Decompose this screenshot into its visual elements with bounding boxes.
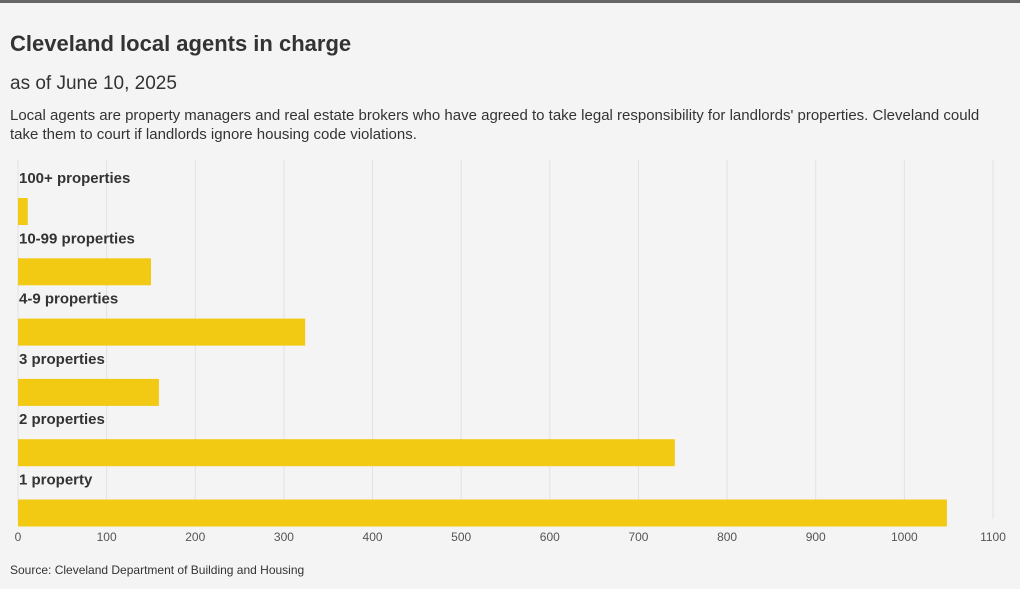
bar bbox=[18, 378, 159, 406]
x-tick-label: 700 bbox=[628, 530, 648, 544]
chart-title: Cleveland local agents in charge bbox=[10, 31, 352, 56]
bar bbox=[18, 198, 28, 225]
chart-description: Local agents are property managers and r… bbox=[10, 107, 980, 143]
x-tick-label: 300 bbox=[274, 530, 294, 544]
top-rule bbox=[0, 0, 1020, 3]
x-tick-label: 1100 bbox=[980, 530, 1006, 544]
category-label: 4-9 properties bbox=[19, 291, 118, 308]
category-label: 1 property bbox=[19, 472, 93, 489]
x-tick-label: 500 bbox=[451, 530, 471, 544]
x-tick-label: 0 bbox=[15, 530, 22, 544]
x-tick-label: 400 bbox=[363, 530, 383, 544]
bar bbox=[18, 439, 675, 467]
x-tick-label: 1000 bbox=[891, 530, 918, 544]
category-label: 10-99 properties bbox=[19, 230, 135, 247]
x-tick-label: 800 bbox=[717, 530, 737, 544]
bar-chart: 0 100 200 300 400 500 600 700 800 900 1000 1100 100+… bbox=[15, 160, 1006, 544]
category-label: 3 properties bbox=[19, 351, 105, 368]
category-label: 100+ properties bbox=[19, 170, 130, 187]
chart-subtitle: as of June 10, 2025 bbox=[10, 73, 177, 94]
x-tick-label: 900 bbox=[806, 530, 826, 544]
bar bbox=[18, 258, 151, 286]
x-tick-label: 100 bbox=[97, 530, 117, 544]
source-note: Source: Cleveland Department of Building… bbox=[10, 563, 305, 577]
category-label: 2 properties bbox=[19, 411, 105, 428]
x-tick-label: 600 bbox=[540, 530, 560, 544]
bar bbox=[18, 499, 947, 527]
bar bbox=[18, 318, 306, 346]
x-tick-label: 200 bbox=[185, 530, 205, 544]
